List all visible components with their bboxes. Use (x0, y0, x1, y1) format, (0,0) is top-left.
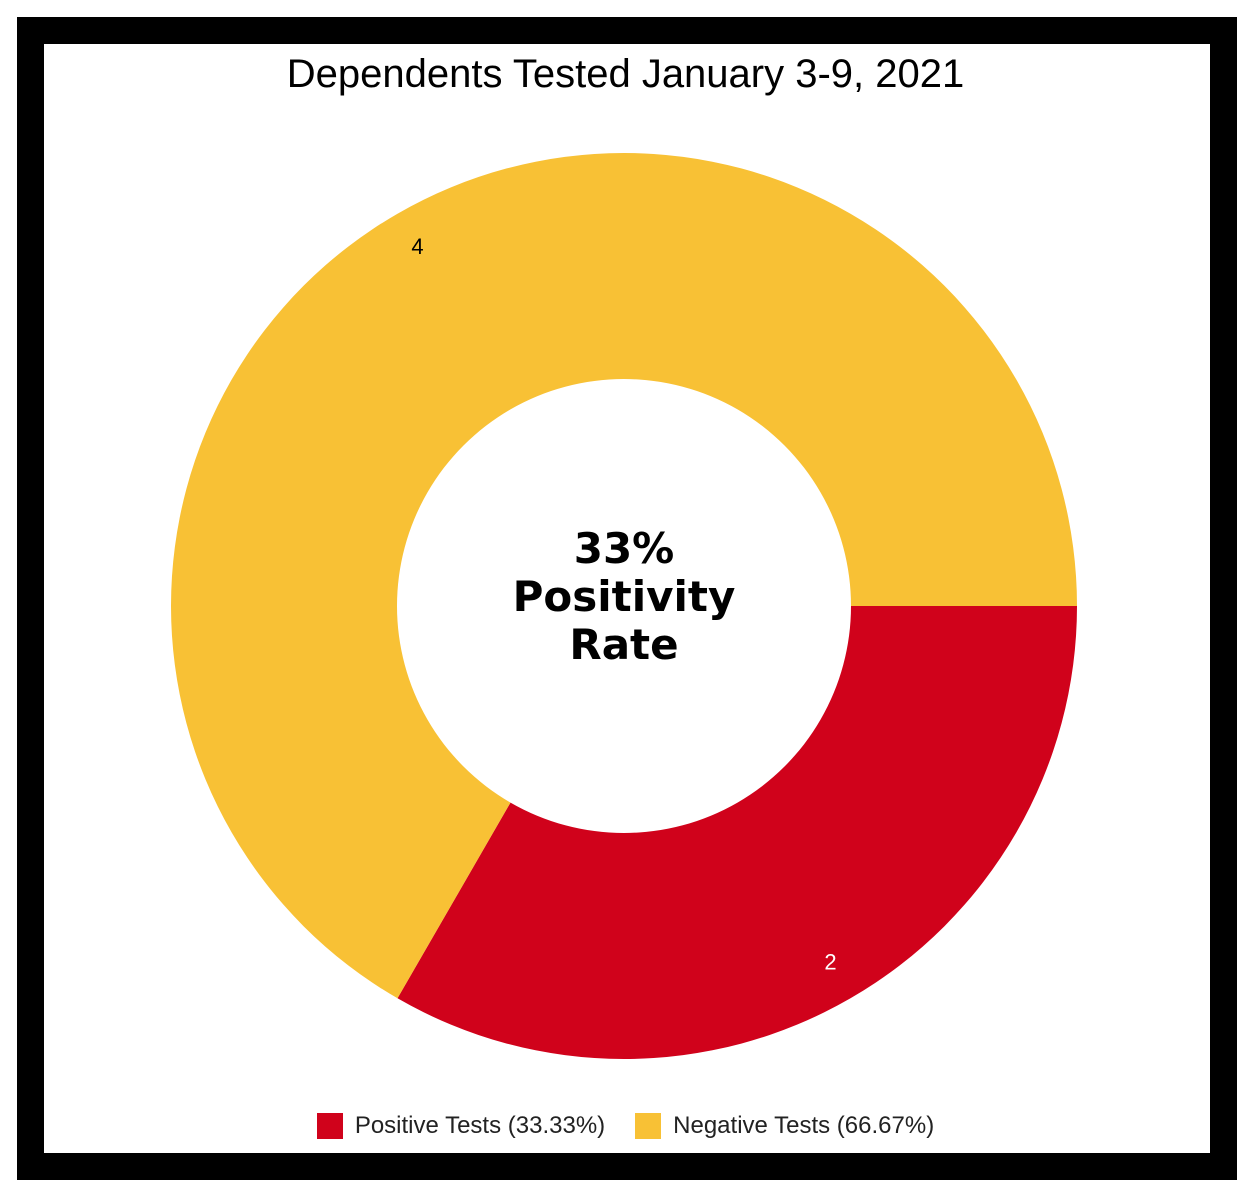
data-label-1: 4 (411, 234, 423, 259)
legend-item-negative[interactable]: Negative Tests (66.67%) (635, 1112, 934, 1140)
data-label-0: 2 (824, 949, 836, 974)
chart-title: Dependents Tested January 3-9, 2021 (286, 52, 965, 96)
center-label-value: 33% (573, 524, 675, 573)
legend-label-negative: Negative Tests (66.67%) (673, 1112, 935, 1139)
legend-label-positive: Positive Tests (33.33%) (354, 1112, 606, 1139)
center-label-line-2: Positivity (512, 572, 736, 621)
slice-1[interactable] (171, 152, 1077, 999)
legend-item-positive[interactable]: Positive Tests (33.33%) (316, 1112, 606, 1140)
center-label-line-3: Rate (569, 620, 679, 669)
legend: Positive Tests (33.33%) Negative Tests (… (0, 1112, 1251, 1140)
slice-0[interactable] (397, 606, 1078, 1059)
center-label: 33% Positivity Rate (474, 525, 774, 669)
legend-swatch-negative (635, 1113, 662, 1139)
legend-swatch-positive (316, 1113, 343, 1139)
